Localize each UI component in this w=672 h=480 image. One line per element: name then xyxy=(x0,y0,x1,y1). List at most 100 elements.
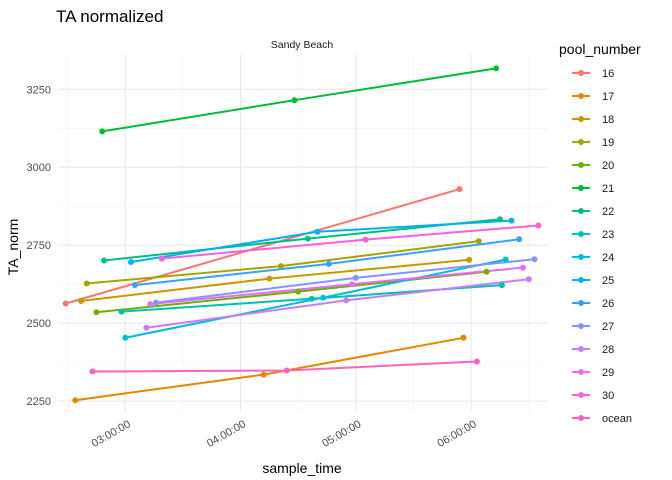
data-point-29 xyxy=(520,264,526,271)
x-axis: 03:00:00 04:00:00 05:00:00 06:00:00 xyxy=(90,418,479,450)
legend-label-24: 24 xyxy=(602,252,614,264)
data-point-26 xyxy=(325,260,332,267)
y-tick-label: 3250 xyxy=(27,84,51,96)
legend-key-point-29 xyxy=(578,369,584,375)
legend-key-point-26 xyxy=(578,300,584,306)
data-point-21 xyxy=(493,65,500,72)
legend-title: pool_number xyxy=(559,41,641,57)
data-point-19 xyxy=(475,238,482,245)
data-point-18 xyxy=(466,256,473,263)
data-point-22 xyxy=(101,257,108,264)
data-point-29 xyxy=(147,301,154,308)
data-point-24 xyxy=(502,256,509,263)
data-point-27 xyxy=(153,299,159,306)
data-point-27 xyxy=(531,256,538,263)
data-point-27 xyxy=(352,274,359,281)
data-point-18 xyxy=(78,298,85,304)
legend: 16 17 18 19 20 21 22 23 24 25 26 27 28 29 30 ocean xyxy=(572,68,632,425)
data-point-26 xyxy=(516,236,523,243)
data-point-17 xyxy=(460,334,467,341)
y-axis: 2250 2500 2750 3000 3250 xyxy=(27,84,51,408)
y-axis-title: TA_norm xyxy=(5,219,21,276)
x-tick-label: 03:00:00 xyxy=(90,418,133,450)
data-point-21 xyxy=(291,97,298,104)
data-point-16 xyxy=(456,186,463,193)
data-point-29 xyxy=(349,281,355,288)
data-point-24 xyxy=(122,334,129,341)
data-point-28 xyxy=(143,324,150,331)
data-point-ocean xyxy=(89,368,96,375)
series-line-16 xyxy=(65,188,460,305)
data-point-22 xyxy=(497,216,503,223)
data-point-16 xyxy=(62,300,69,307)
data-point-30 xyxy=(362,236,369,243)
x-tick-label: 06:00:00 xyxy=(436,418,479,450)
data-point-20 xyxy=(295,288,302,295)
x-tick-label: 05:00:00 xyxy=(320,418,363,450)
data-point-30 xyxy=(535,222,542,229)
data-point-26 xyxy=(131,282,138,289)
data-point-21 xyxy=(99,128,106,135)
legend-label-18: 18 xyxy=(602,114,614,126)
y-tick-label: 3000 xyxy=(27,162,51,174)
legend-key-point-27 xyxy=(578,323,584,329)
data-point-23 xyxy=(308,295,315,302)
data-point-19 xyxy=(277,263,284,270)
legend-key-point-22 xyxy=(578,208,584,214)
data-point-24 xyxy=(320,294,327,301)
facet-label: Sandy Beach xyxy=(271,39,334,51)
legend-label-28: 28 xyxy=(602,344,614,356)
series-points xyxy=(62,65,542,404)
legend-label-25: 25 xyxy=(602,275,614,287)
legend-label-21: 21 xyxy=(602,183,614,195)
legend-label-30: 30 xyxy=(602,390,614,402)
y-tick-label: 2250 xyxy=(27,396,51,408)
data-point-23 xyxy=(118,308,125,315)
data-point-20 xyxy=(483,268,490,275)
data-point-25 xyxy=(314,228,321,235)
legend-key-point-21 xyxy=(578,185,584,191)
legend-key-point-24 xyxy=(578,254,584,260)
data-point-19 xyxy=(83,280,90,287)
legend-label-27: 27 xyxy=(602,321,614,333)
legend-label-23: 23 xyxy=(602,229,614,241)
legend-key-point-17 xyxy=(578,93,584,99)
legend-label-17: 17 xyxy=(602,91,614,103)
data-point-25 xyxy=(508,217,515,224)
legend-key-point-ocean xyxy=(578,415,584,421)
data-point-ocean xyxy=(473,358,480,365)
y-tick-label: 2750 xyxy=(27,240,51,252)
x-axis-title: sample_time xyxy=(262,460,342,476)
data-point-28 xyxy=(343,297,350,304)
legend-key-point-30 xyxy=(578,392,584,398)
legend-key-point-19 xyxy=(578,139,584,145)
series-line-17 xyxy=(75,336,464,402)
chart-title: TA normalized xyxy=(56,7,163,26)
legend-label-ocean: ocean xyxy=(602,413,632,425)
data-point-17 xyxy=(72,397,79,404)
legend-label-26: 26 xyxy=(602,298,614,310)
legend-label-20: 20 xyxy=(602,160,614,172)
legend-key-point-25 xyxy=(578,277,584,283)
legend-label-29: 29 xyxy=(602,367,614,379)
data-point-22 xyxy=(304,235,311,242)
data-point-17 xyxy=(260,371,267,378)
legend-label-16: 16 xyxy=(602,68,614,80)
data-point-25 xyxy=(128,259,134,265)
legend-key-point-18 xyxy=(578,116,584,122)
legend-key-point-16 xyxy=(578,70,584,76)
data-point-20 xyxy=(93,309,100,316)
data-point-23 xyxy=(498,282,505,289)
data-point-28 xyxy=(525,276,532,283)
x-tick-label: 04:00:00 xyxy=(205,418,248,450)
legend-label-22: 22 xyxy=(602,206,614,218)
data-point-30 xyxy=(158,255,165,262)
data-point-18 xyxy=(266,275,273,282)
legend-label-19: 19 xyxy=(602,137,614,149)
series-line-21 xyxy=(102,67,497,133)
legend-key-point-23 xyxy=(578,231,584,237)
legend-key-point-20 xyxy=(578,162,584,168)
legend-key-point-28 xyxy=(578,346,584,352)
y-tick-label: 2500 xyxy=(27,318,51,330)
